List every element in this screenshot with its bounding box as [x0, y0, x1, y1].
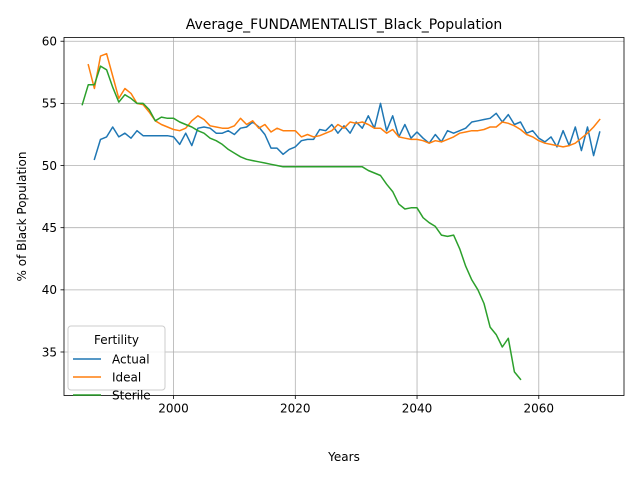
- x-tick-label: 2020: [280, 402, 311, 416]
- legend-label-actual: Actual: [112, 352, 150, 366]
- legend-label-sterile: Sterile: [112, 388, 151, 402]
- y-tick-label: 40: [42, 283, 57, 297]
- y-tick-label: 45: [42, 221, 57, 235]
- y-tick-label: 60: [42, 35, 57, 49]
- chart-title: Average_FUNDAMENTALIST_Black_Population: [186, 17, 503, 33]
- y-axis-title: % of Black Population: [15, 152, 29, 282]
- y-tick-label: 35: [42, 345, 57, 359]
- x-tick-label: 2040: [402, 402, 433, 416]
- x-axis-title: Years: [327, 450, 360, 464]
- legend-label-ideal: Ideal: [112, 370, 141, 384]
- x-tick-label: 2060: [524, 402, 555, 416]
- x-tick-label: 2000: [158, 402, 189, 416]
- y-tick-label: 50: [42, 159, 57, 173]
- y-tick-label: 55: [42, 97, 57, 111]
- legend-title: Fertility: [94, 333, 139, 347]
